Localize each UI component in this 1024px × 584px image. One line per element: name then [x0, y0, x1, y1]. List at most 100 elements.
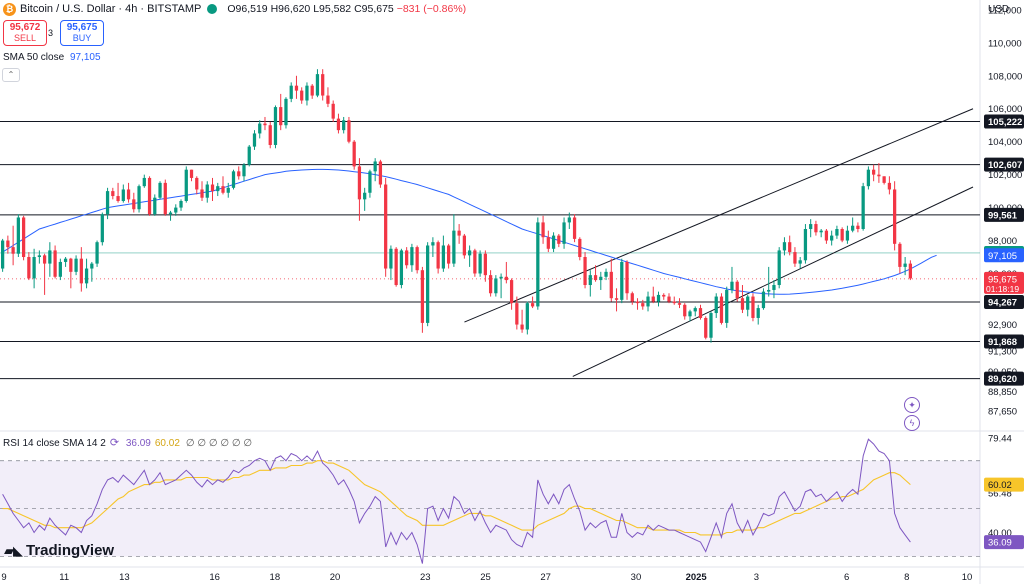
logo-text: TradingView — [26, 542, 115, 559]
time-tick-label: 3 — [754, 572, 759, 583]
candle-body — [866, 169, 871, 187]
candle-body — [168, 212, 173, 215]
candle-body — [803, 229, 808, 261]
candle-body — [205, 184, 209, 198]
level-label: 94,267 — [988, 298, 1017, 309]
candle-body — [667, 296, 671, 302]
candle-body — [525, 303, 529, 330]
candle-body — [672, 301, 676, 304]
time-tick-label: 11 — [59, 572, 69, 583]
candle-body — [593, 275, 598, 281]
candle-body — [399, 250, 404, 286]
candle-body — [389, 248, 393, 269]
candle-body — [84, 268, 89, 284]
tradingview-logo[interactable]: ▰◣ TradingView — [4, 542, 114, 559]
candle-body — [793, 252, 797, 264]
candle-body — [410, 247, 414, 266]
refresh-icon[interactable]: ⟳ — [109, 437, 120, 449]
candle-body — [200, 189, 204, 198]
candle-body — [646, 296, 650, 307]
spread-value: 3 — [48, 28, 54, 38]
level-label-bg — [984, 207, 1024, 222]
buy-button[interactable]: 95,675 BUY — [60, 20, 104, 46]
candle-body — [704, 317, 708, 338]
candle-body — [567, 217, 571, 223]
buy-price: 95,675 — [66, 22, 98, 33]
candle-body — [541, 222, 545, 238]
candle-body — [635, 301, 640, 304]
candle-body — [578, 238, 582, 258]
candle-body — [231, 171, 236, 188]
level-label: 99,561 — [988, 210, 1018, 221]
candle-body — [877, 174, 881, 177]
candle-body — [620, 261, 624, 300]
candle-body — [174, 207, 178, 213]
candle-body — [562, 222, 566, 244]
add-indicator-icon[interactable]: ✦ — [904, 397, 920, 413]
candle-body — [126, 189, 131, 200]
price-tick-label: 102,000 — [988, 170, 1022, 181]
currency-selector[interactable]: USD — [988, 4, 1010, 15]
candle-body — [237, 171, 241, 177]
ohlc-values: O96,519 H96,620 L95,582 C95,675 −831 (−0… — [227, 3, 466, 15]
ohlc-open: O96,519 — [227, 3, 268, 15]
candle-body — [415, 247, 419, 271]
last-price-label-bg — [984, 271, 1024, 294]
candle-body — [436, 242, 440, 269]
candle-body — [688, 311, 692, 317]
candle-body — [777, 250, 781, 286]
candle-body — [546, 237, 550, 249]
candle-body — [27, 257, 31, 279]
candle-body — [819, 230, 823, 233]
candle-body — [840, 229, 844, 241]
candle-body — [48, 250, 52, 264]
candle-body — [79, 258, 83, 284]
candle-body — [100, 214, 104, 243]
candle-body — [447, 245, 451, 264]
ohlc-change: −831 (−0.86%) — [396, 3, 467, 15]
candle-body — [426, 245, 430, 323]
price-tick-label: 112,000 — [988, 5, 1022, 16]
candle-body — [394, 248, 398, 286]
candle-body — [195, 177, 199, 190]
rsi-legend[interactable]: RSI 14 close SMA 14 2 ⟳ 36.09 60.02 ∅ ∅ … — [3, 437, 252, 449]
channel-line-1 — [572, 186, 974, 377]
candle-body — [557, 235, 561, 244]
candle-body — [677, 303, 682, 305]
candle-body — [300, 90, 304, 101]
collapse-legend-button[interactable]: ⌃ — [2, 68, 20, 82]
candle-body — [226, 187, 230, 193]
price-tick-label: 88,850 — [988, 387, 1017, 398]
sma-50-line — [2, 168, 937, 295]
candle-body — [357, 166, 362, 200]
rsi-label-bg — [984, 535, 1024, 550]
symbol-title[interactable]: Bitcoin / U.S. Dollar · 4h · BITSTAMP — [20, 3, 202, 15]
candle-body — [651, 296, 655, 302]
symbol-header: ₿ Bitcoin / U.S. Dollar · 4h · BITSTAMP … — [0, 0, 466, 18]
buy-label: BUY — [72, 33, 92, 43]
candle-body — [431, 242, 435, 246]
level-label: 91,868 — [988, 337, 1017, 348]
level-label: 102,607 — [988, 160, 1022, 171]
sell-price: 95,672 — [9, 22, 41, 33]
bar-countdown: 01:18:19 — [986, 284, 1019, 294]
candle-body — [609, 271, 613, 299]
rsi-tick-label: 79.44 — [988, 434, 1012, 445]
candle-body — [536, 222, 540, 307]
time-tick-label: 10 — [962, 572, 973, 583]
candle-body — [37, 255, 41, 258]
sell-button[interactable]: 95,672 SELL — [3, 20, 47, 46]
candle-body — [887, 182, 892, 190]
candle-body — [588, 275, 592, 286]
candle-body — [95, 242, 99, 264]
candle-body — [504, 276, 508, 281]
candle-body — [767, 289, 771, 292]
alert-flash-icon[interactable]: ϟ — [904, 415, 920, 431]
candle-body — [163, 182, 167, 215]
rsi-value: 36.09 — [125, 437, 151, 449]
rsi-line — [2, 438, 911, 564]
candle-body — [289, 85, 293, 99]
time-tick-label: 2025 — [686, 572, 708, 583]
sma-legend[interactable]: SMA 50 close 97,105 — [3, 52, 101, 63]
